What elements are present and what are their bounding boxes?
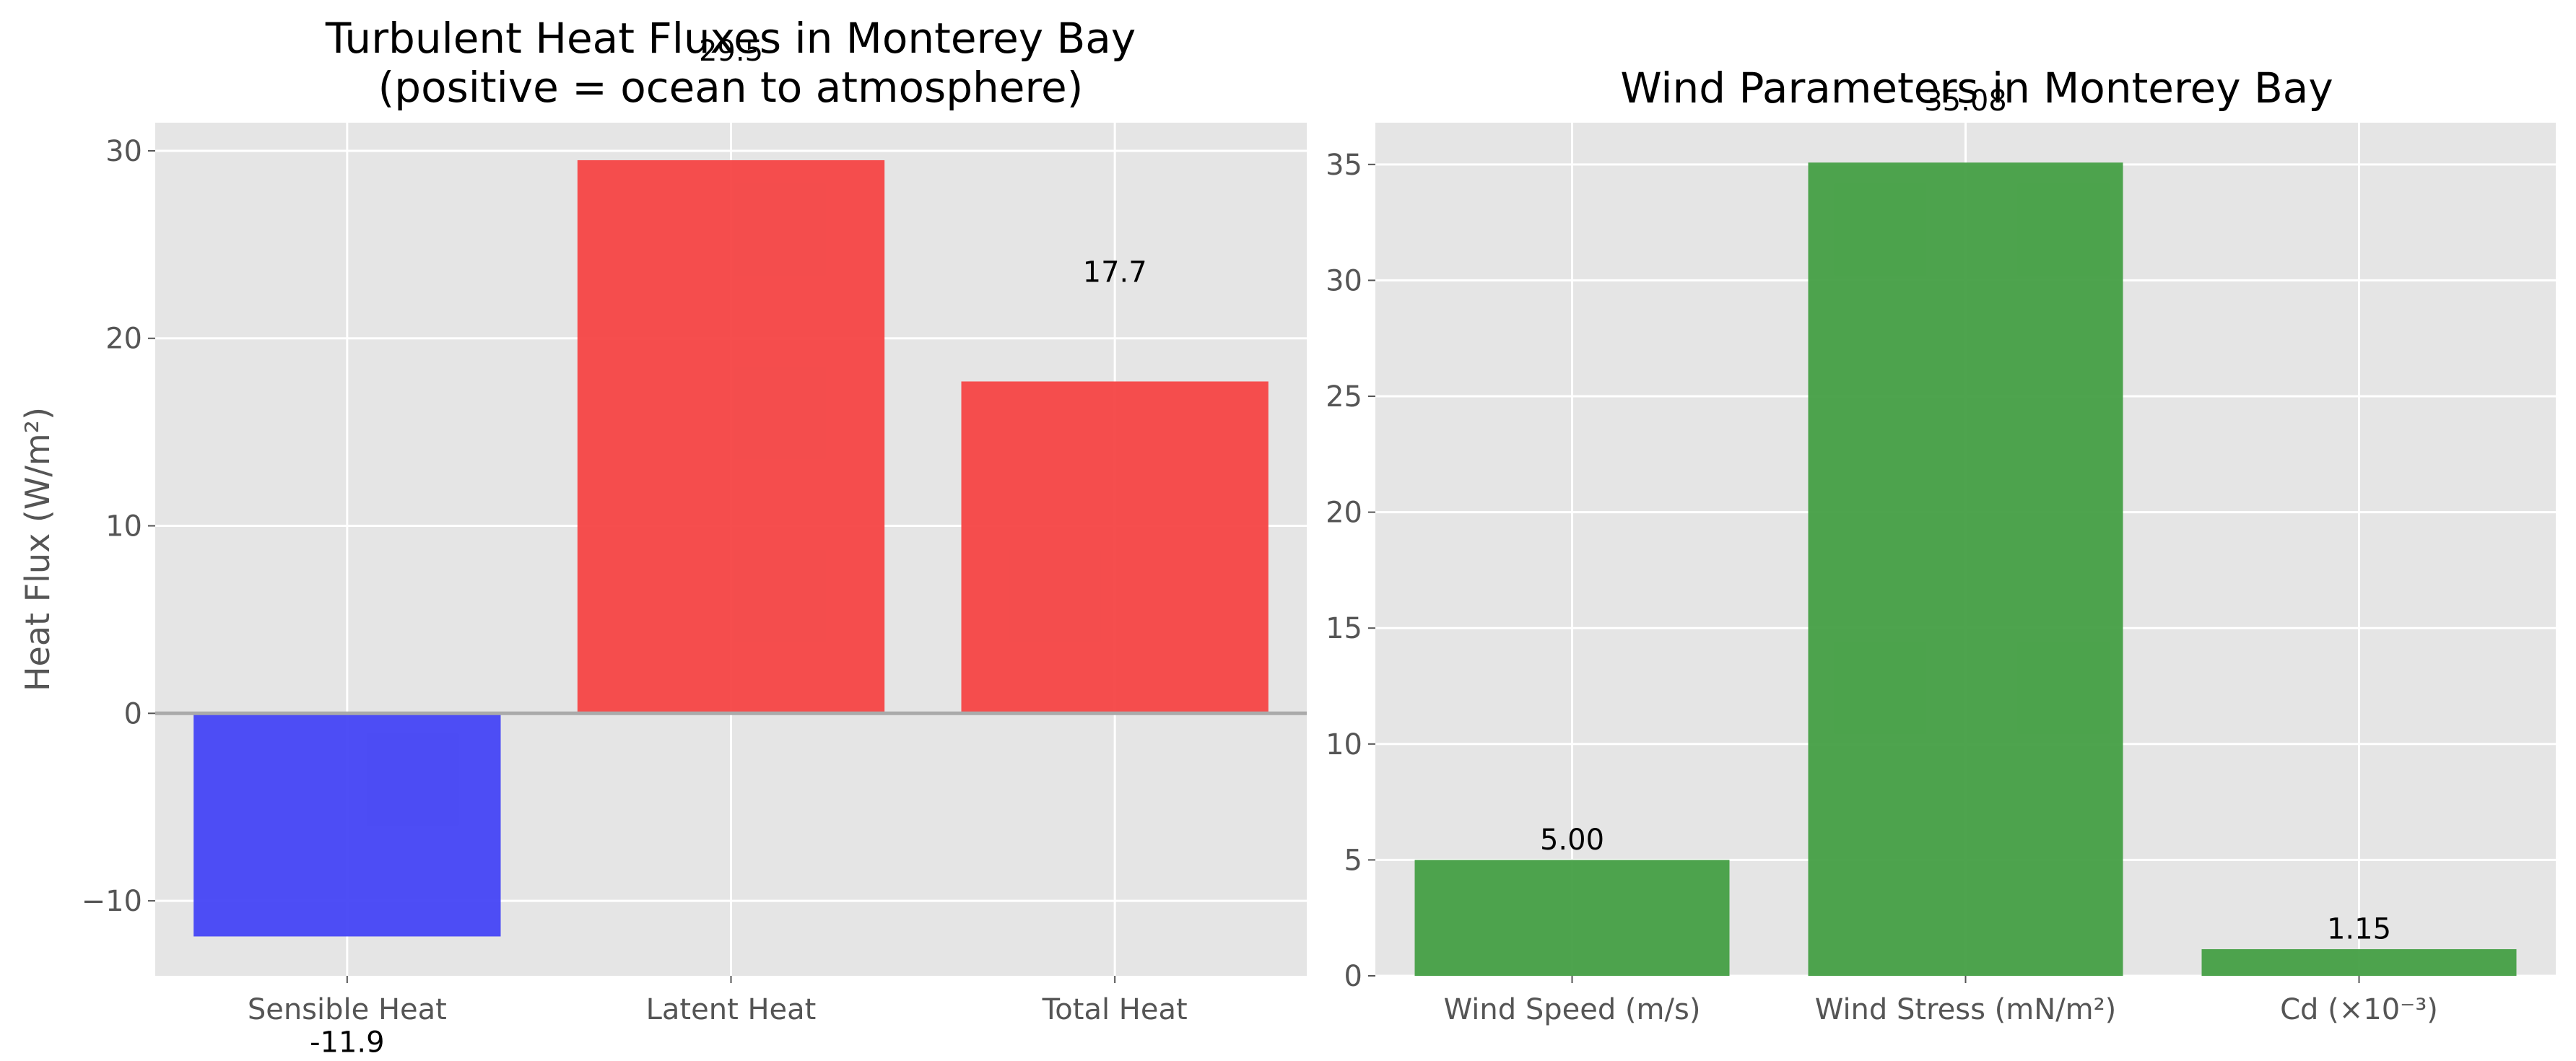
bar (961, 381, 1269, 714)
bar (193, 713, 501, 937)
x-tick-label: Wind Speed (m/s) (1444, 993, 1701, 1026)
bars (1414, 162, 2517, 977)
y-tick-label: 25 (1326, 380, 1362, 414)
x-tick-label: Sensible Heat (248, 993, 447, 1026)
heat-flux-chart: −10 0 10 20 30 Sensible Heat Latent Heat Total … (18, 14, 1307, 1059)
data-label: 17.7 (1083, 256, 1147, 289)
x-tick-label: Cd (×10⁻³) (2280, 993, 2438, 1026)
chart-title-line: Wind Parameters in Monterey Bay (1620, 64, 2333, 113)
y-tick-label: 20 (1326, 497, 1362, 530)
chart-title: Wind Parameters in Monterey Bay (1620, 64, 2333, 113)
tick-labels: 0 5 10 15 20 25 30 35 Wind Speed (m/s) Wind Stres… (1326, 149, 2438, 1026)
bar (1414, 860, 1730, 976)
chart-title-line: (positive = ocean to atmosphere) (378, 63, 1084, 112)
bar (577, 160, 885, 714)
y-tick-label: 20 (105, 323, 142, 356)
y-tick-label: 10 (1326, 728, 1362, 761)
y-tick-label: −10 (82, 885, 142, 918)
chart-title-line: Turbulent Heat Fluxes in Monterey Bay (325, 14, 1136, 63)
y-tick-label: 30 (1326, 264, 1362, 297)
data-label: 5.00 (1540, 824, 1604, 857)
wind-parameters-chart: 0 5 10 15 20 25 30 35 Wind Speed (m/s) Wind Stres… (1326, 64, 2556, 1026)
bar (1808, 162, 2123, 977)
data-label: 35.08 (1924, 84, 2007, 118)
data-label: 1.15 (2327, 913, 2391, 946)
x-tick-label: Wind Stress (mN/m²) (1815, 993, 2116, 1026)
data-label: -11.9 (310, 1026, 385, 1059)
y-tick-label: 10 (105, 510, 142, 543)
bars (155, 160, 1307, 937)
y-tick-label: 15 (1326, 612, 1362, 645)
y-tick-label: 0 (1344, 960, 1362, 993)
y-tick-label: 30 (105, 135, 142, 168)
chart-title: Turbulent Heat Fluxes in Monterey Bay (po… (325, 14, 1136, 112)
data-label: 29.5 (699, 35, 763, 68)
y-tick-label: 35 (1326, 149, 1362, 182)
tick-labels: −10 0 10 20 30 Sensible Heat Latent Heat Total … (82, 135, 1188, 1026)
y-tick-label: 0 (124, 697, 142, 730)
y-tick-label: 5 (1344, 844, 1362, 877)
bar (2201, 949, 2517, 976)
data-labels: 5.00 35.08 1.15 (1540, 84, 2391, 946)
y-axis-label: Heat Flux (W/m²) (18, 407, 57, 691)
x-tick-label: Latent Heat (646, 993, 817, 1026)
data-labels: -11.9 29.5 17.7 (310, 35, 1147, 1059)
x-tick-label: Total Heat (1042, 993, 1188, 1026)
